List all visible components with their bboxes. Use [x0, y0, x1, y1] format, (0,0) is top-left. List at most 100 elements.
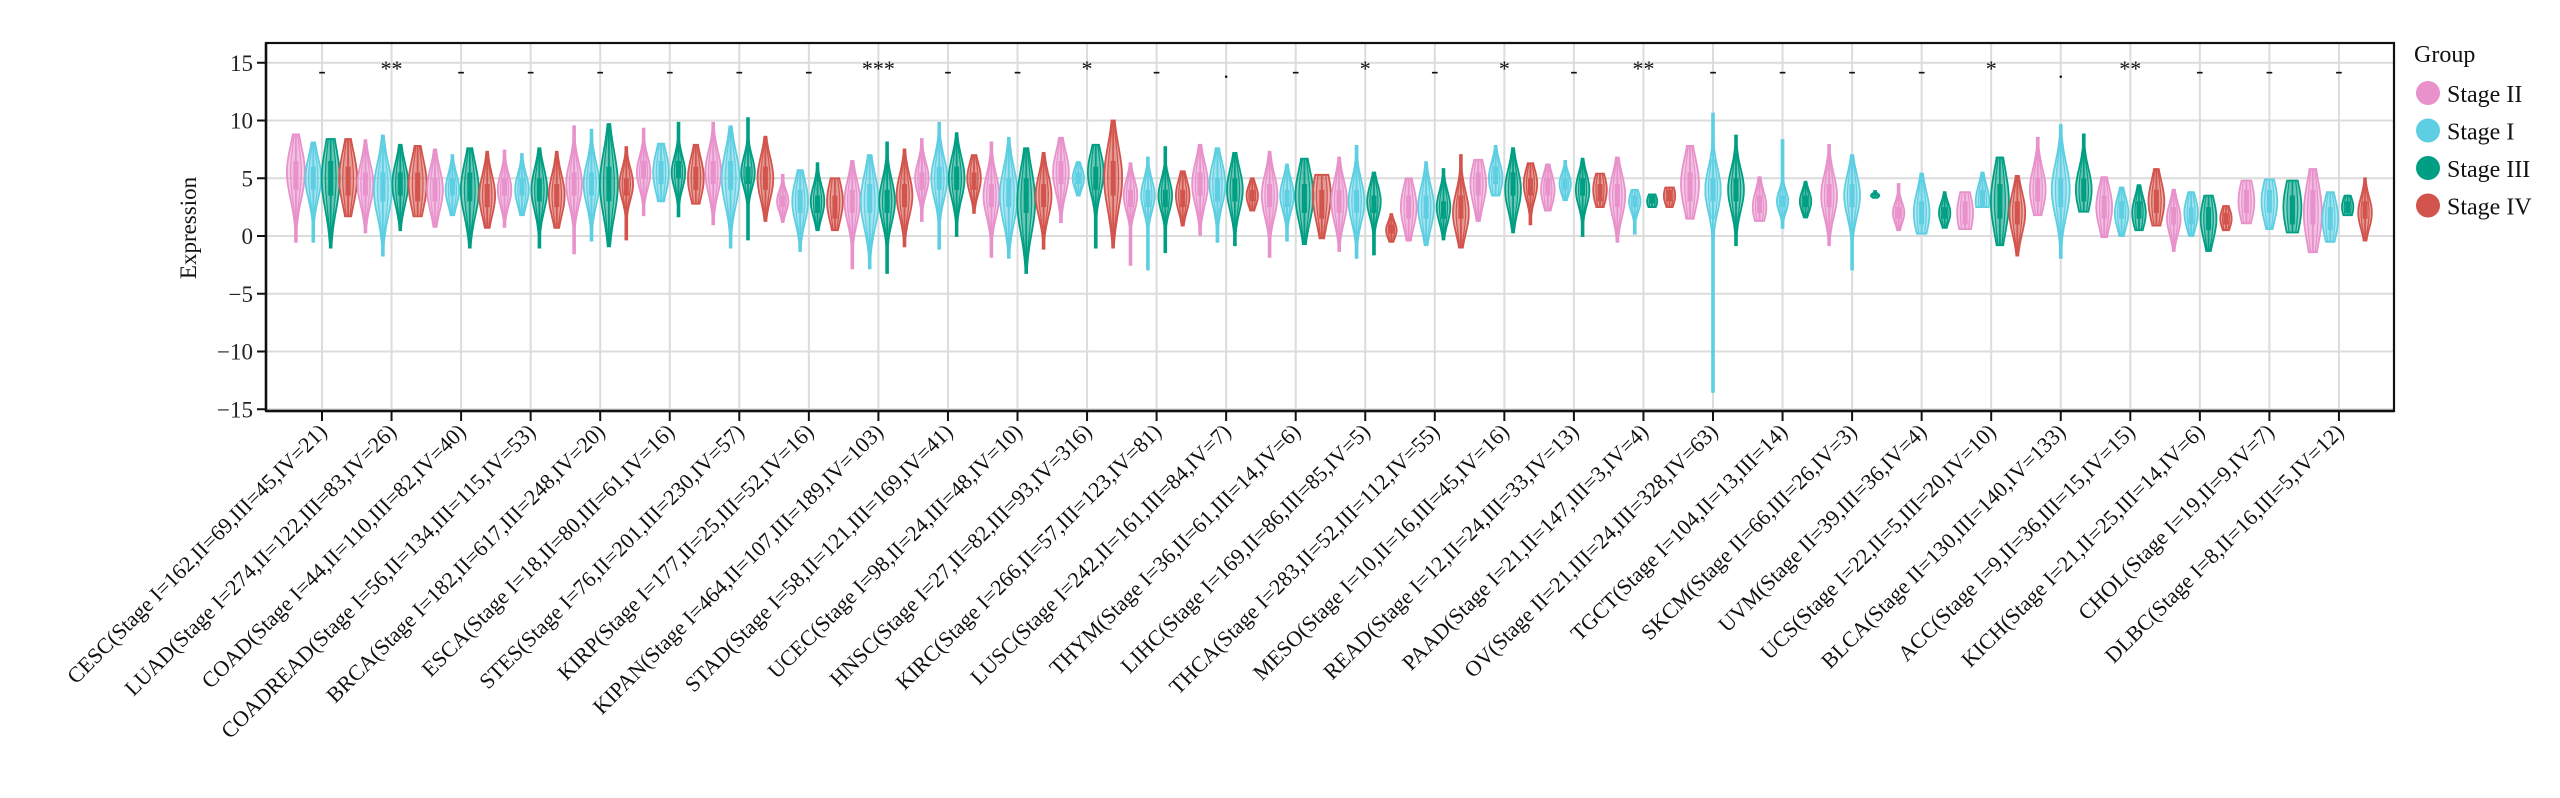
violin: [1820, 143, 1838, 247]
violin-iqr-box: [1803, 195, 1809, 208]
violin: [478, 150, 497, 229]
significance-labels: - ** - - - - - - *** - - * -. - * - * - ** - - - - *. ** - - -: [318, 56, 2342, 83]
violin: [1469, 158, 1487, 222]
violin-iqr-box: [310, 166, 316, 190]
violin-iqr-box: [2171, 207, 2177, 225]
violin: [1608, 156, 1627, 243]
violin: [407, 144, 428, 218]
violin-iqr-box: [1249, 189, 1255, 202]
significance-label: -: [318, 58, 325, 83]
violin: [2183, 191, 2199, 237]
violin-iqr-box: [1527, 178, 1533, 196]
violin-iqr-box: [623, 178, 629, 196]
y-axis: 15 10 5 0 −5 −10 −15: [217, 43, 268, 422]
violin: [878, 141, 896, 274]
violin-iqr-box: [849, 189, 855, 213]
violin-iqr-box: [1319, 189, 1325, 219]
significance-label: ***: [862, 56, 895, 81]
violin: [320, 138, 341, 249]
violin: [687, 143, 705, 205]
violin: [895, 148, 914, 248]
violin-iqr-box: [2119, 201, 2125, 219]
violin-iqr-box: [554, 184, 560, 208]
violin-iqr-box: [1371, 195, 1377, 213]
violin-iqr-box: [589, 172, 594, 196]
significance-label: -: [736, 58, 743, 83]
violin: [459, 147, 480, 249]
violin-iqr-box: [1632, 195, 1638, 208]
significance-label: -: [1014, 58, 1021, 83]
significance-label: -: [527, 58, 534, 83]
violin-iqr-box: [1733, 178, 1739, 202]
violin: [1680, 144, 1700, 220]
violin-iqr-box: [1649, 195, 1655, 204]
violin: [338, 138, 358, 218]
violin: [1540, 163, 1556, 212]
y-tick-label: 0: [242, 224, 254, 249]
x-tick-label: BLCA(Stage II=130,III=140,IV=133): [1816, 419, 2070, 673]
violin-iqr-box: [815, 195, 821, 213]
legend-title: Group: [2414, 42, 2475, 68]
violin-iqr-box: [1110, 160, 1116, 196]
significance-label: -: [944, 58, 951, 83]
violin: [1663, 186, 1677, 208]
violin: [426, 148, 444, 228]
violin-iqr-box: [1667, 189, 1673, 202]
violin-iqr-box: [484, 184, 490, 208]
violin-iqr-box: [519, 178, 525, 196]
violin: [2321, 191, 2339, 243]
significance-label: *: [1360, 56, 1371, 81]
violin-iqr-box: [1919, 201, 1925, 225]
significance-label: -: [1709, 58, 1716, 83]
violin: [2075, 133, 2093, 213]
violin: [859, 154, 880, 270]
violin: [1122, 162, 1139, 266]
violin: [565, 125, 583, 255]
violin: [1245, 177, 1259, 212]
violin-iqr-box: [1284, 189, 1290, 208]
violin-iqr-box: [1180, 189, 1186, 208]
violin-iqr-box: [2310, 189, 2316, 225]
violin: [947, 132, 966, 237]
violin: [1311, 173, 1332, 240]
violin: [582, 128, 601, 242]
violin: [1891, 183, 1906, 232]
violin-iqr-box: [1214, 178, 1220, 202]
legend-label: Stage I: [2447, 120, 2514, 146]
violin: [2237, 179, 2256, 225]
violin: [670, 121, 687, 218]
violin-iqr-box: [1388, 224, 1394, 234]
violin: [809, 162, 826, 232]
violin: [1628, 188, 1642, 235]
violin: [1912, 172, 1931, 235]
violin-layer: [286, 112, 2373, 393]
violin: [598, 123, 619, 248]
violin: [514, 153, 530, 217]
y-tick-label: 10: [230, 109, 253, 134]
violin: [2113, 186, 2130, 237]
violin-iqr-box: [502, 178, 508, 196]
violin-iqr-box: [2223, 212, 2229, 225]
violin-iqr-box: [1162, 189, 1168, 208]
violin: [1157, 146, 1174, 254]
violin-iqr-box: [2243, 189, 2249, 213]
violin-iqr-box: [2289, 195, 2295, 225]
significance-label: -: [1848, 58, 1855, 83]
significance-label: -: [2335, 58, 2342, 83]
violin: [635, 127, 652, 217]
violin: [618, 146, 635, 241]
significance-label: *: [1499, 56, 1510, 81]
violin: [1592, 172, 1608, 208]
violin-iqr-box: [693, 166, 699, 190]
legend-label: Stage IV: [2447, 195, 2532, 221]
x-tick-label: ESCA(Stage I=18,II=80,III=61,IV=16): [417, 419, 680, 682]
violin-iqr-box: [1562, 178, 1568, 190]
x-tick-label: UCEC(Stage I=98,II=24,III=48,IV=10): [763, 419, 1027, 683]
violin-iqr-box: [1128, 189, 1133, 208]
violin-iqr-box: [328, 160, 334, 196]
legend-item: Stage IV: [2416, 193, 2532, 221]
violin: [356, 139, 375, 234]
violin: [2095, 176, 2114, 239]
violin: [1175, 170, 1191, 227]
violin: [2219, 205, 2233, 232]
